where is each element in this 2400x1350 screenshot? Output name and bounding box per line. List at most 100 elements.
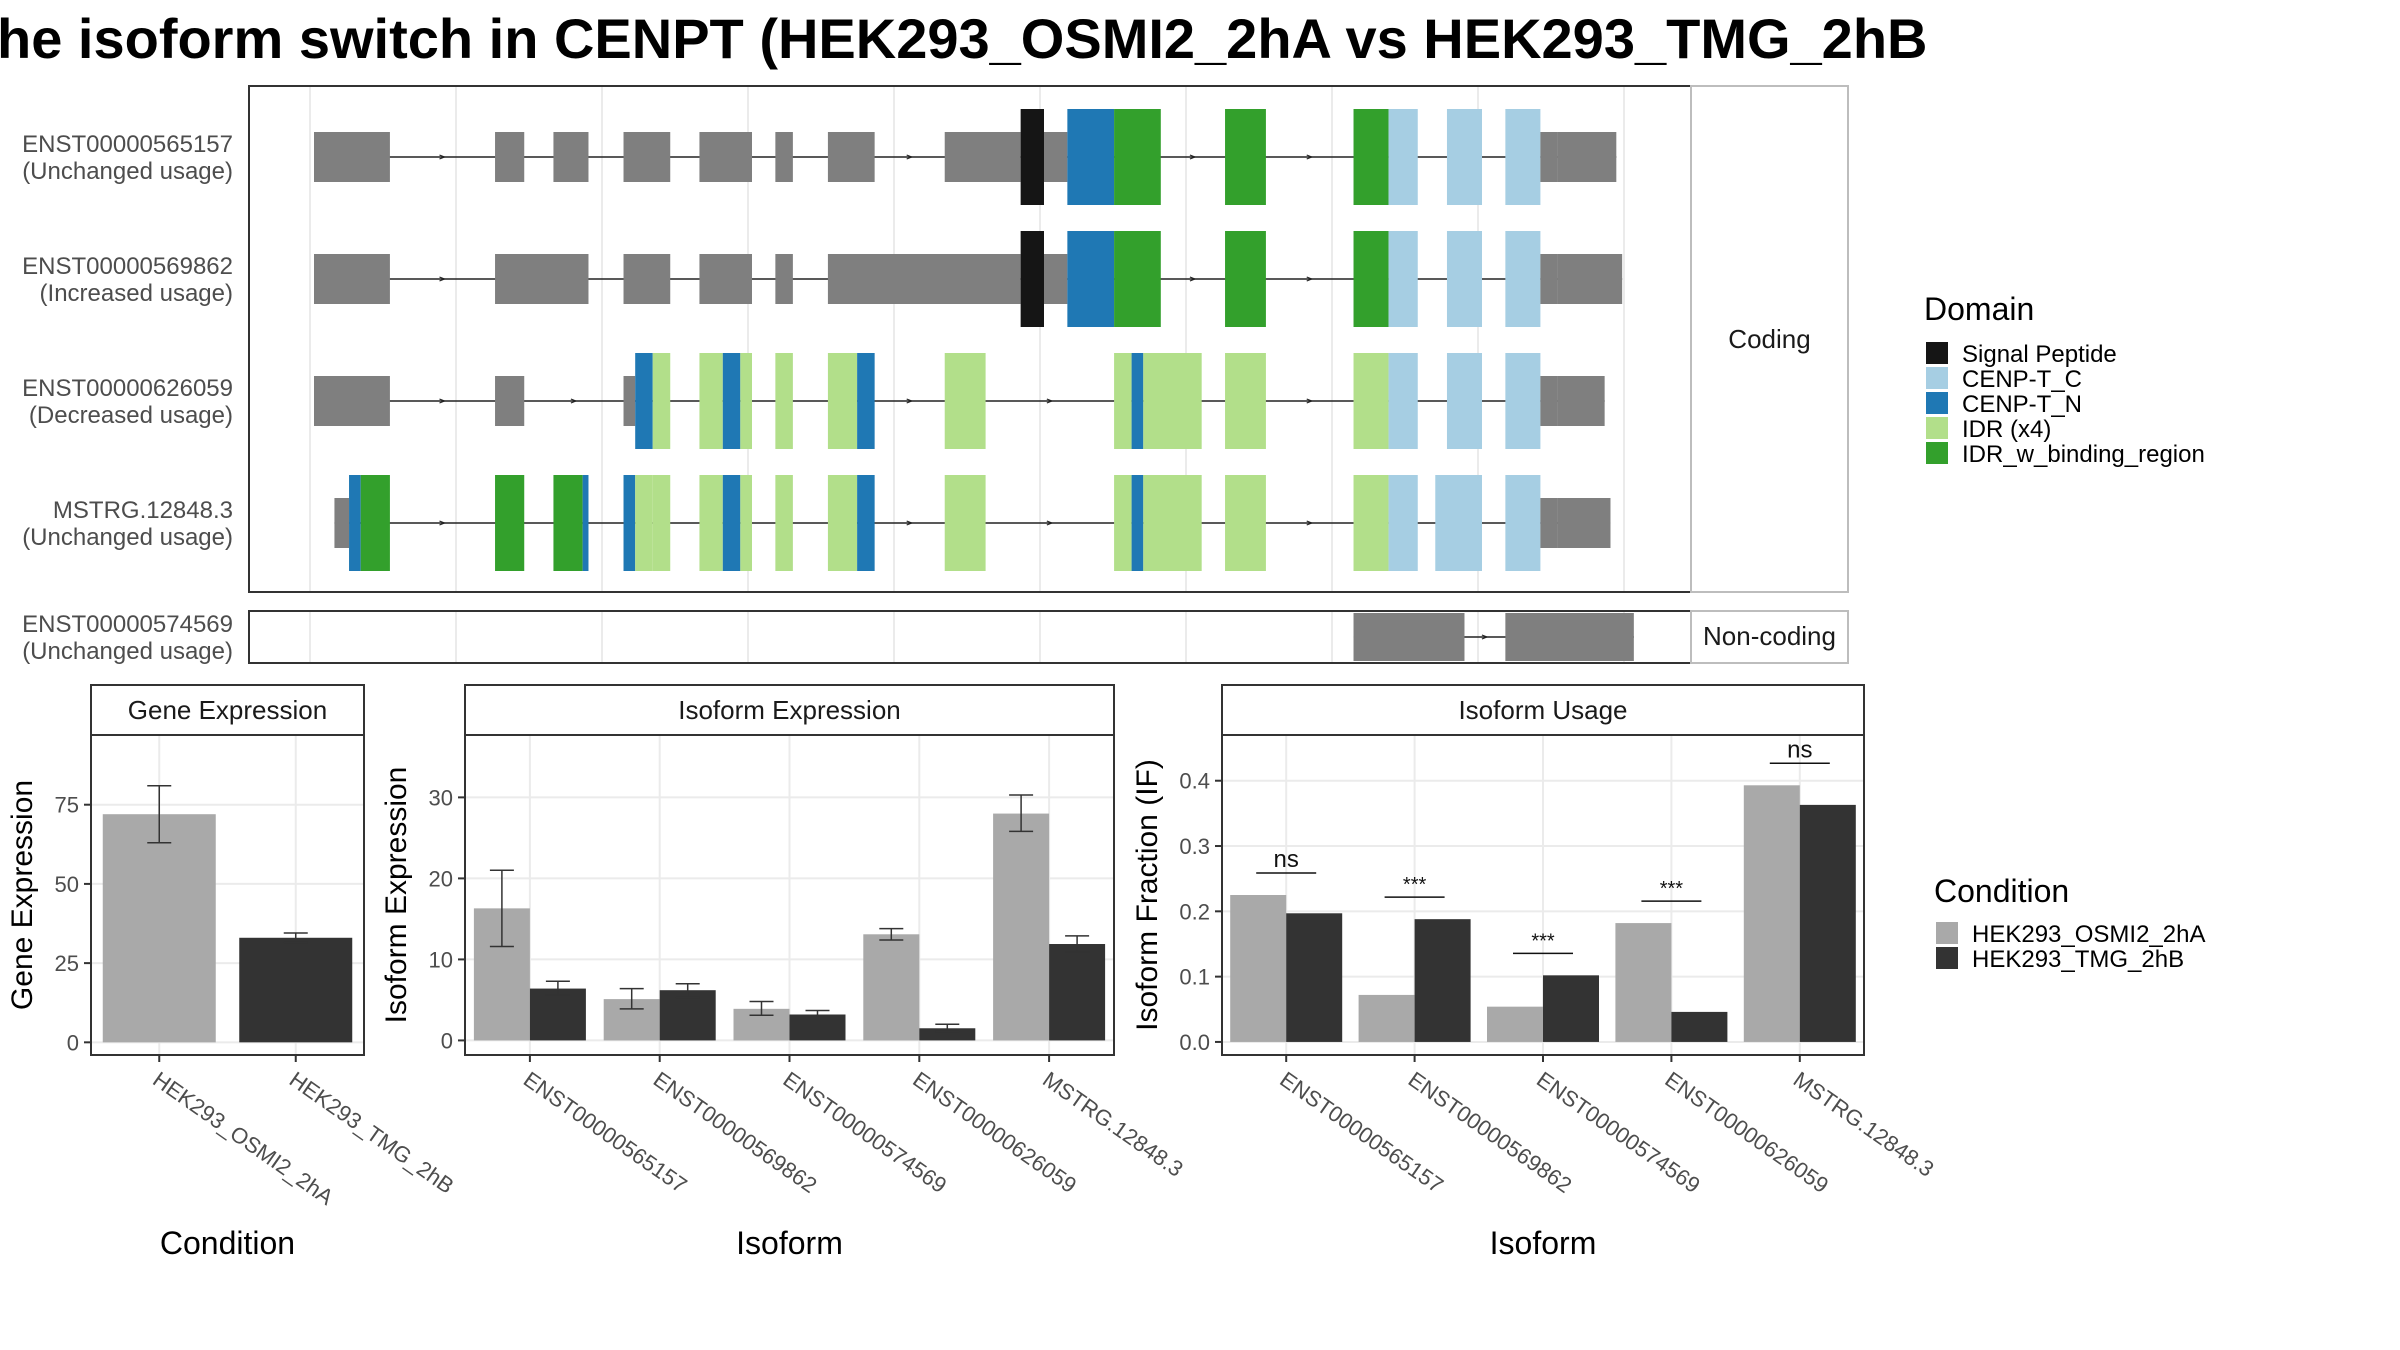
exon-signal-peptide: [1020, 109, 1044, 205]
exon-no-domain: [1557, 376, 1605, 426]
exon-idr: [740, 475, 752, 571]
facet-strip-noncoding: [1690, 610, 1849, 664]
exon-no-domain: [1557, 254, 1623, 304]
bar-enst00000569862: [659, 990, 716, 1041]
intron-arrow: [1189, 154, 1197, 160]
panel-title: Isoform Usage: [1458, 695, 1627, 725]
exon-cenp-t-n: [1131, 475, 1144, 571]
y-tick-label: 10: [429, 947, 453, 972]
transcript-id-label: ENST00000565157: [22, 131, 233, 158]
exon-idr: [775, 475, 793, 571]
panel-title: Isoform Expression: [678, 695, 901, 725]
y-tick-label: 0.0: [1179, 1030, 1210, 1055]
bar-enst00000626059: [919, 1028, 976, 1041]
bar-enst00000565157: [1286, 913, 1343, 1042]
exon-idr: [652, 475, 671, 571]
intron-arrow: [439, 276, 447, 282]
y-tick-label: 0: [67, 1030, 79, 1055]
exon-idr: [1143, 475, 1202, 571]
exon-no-domain: [699, 132, 752, 182]
exon-cenp-t-n: [1067, 109, 1115, 205]
intron-arrow: [439, 520, 447, 526]
y-axis-title: Isoform Expression: [380, 767, 413, 1024]
exon-no-domain: [623, 254, 671, 304]
exon-no-domain: [314, 254, 390, 304]
intron-arrow: [1306, 276, 1314, 282]
exon-no-domain: [1557, 132, 1617, 182]
y-tick-label: 0.4: [1179, 769, 1210, 794]
exon-cenp-t-c: [1505, 109, 1541, 205]
transcript-ENST00000626059: ENST00000626059(Decreased usage): [22, 353, 1605, 449]
exon-cenp-t-n: [349, 475, 361, 571]
exon-cenp-t-n: [857, 475, 875, 571]
exon-cenp-t-c: [1446, 231, 1482, 327]
x-axis-title: Isoform: [1490, 1225, 1597, 1261]
intron-arrow: [1306, 520, 1314, 526]
exon-no-domain: [827, 132, 875, 182]
isoform-expression-panel: Isoform Expression0102030ENST00000565157…: [380, 684, 1188, 1261]
exon-idr-w-binding-region: [1225, 231, 1266, 327]
figure-title: he isoform switch in CENPT (HEK293_OSMI2…: [0, 7, 1927, 70]
y-tick-label: 0.2: [1179, 899, 1210, 924]
exon-idr: [944, 353, 986, 449]
transcript-ENST00000565157: ENST00000565157(Unchanged usage): [22, 109, 1617, 205]
significance-label: ***: [1531, 930, 1555, 952]
intron-arrow: [1046, 520, 1054, 526]
bar-enst00000574569: [1543, 975, 1599, 1042]
bar-mstrg-12848-3: [1743, 785, 1800, 1042]
transcript-usage-label: (Unchanged usage): [22, 524, 233, 551]
transcript-usage-label: (Increased usage): [40, 280, 233, 307]
bar-mstrg-12848-3: [1049, 944, 1106, 1041]
exon-no-domain: [827, 254, 1021, 304]
exon-idr: [652, 353, 671, 449]
exon-idr: [740, 353, 752, 449]
exon-idr-w-binding-region: [1353, 109, 1389, 205]
intron-arrow: [906, 398, 914, 404]
exon-no-domain: [495, 376, 525, 426]
domain-legend-title: Domain: [1924, 291, 2034, 327]
transcript-id-label: ENST00000569862: [22, 253, 233, 280]
exon-cenp-t-n: [1067, 231, 1115, 327]
exon-no-domain: [1505, 613, 1634, 661]
panel-title: Gene Expression: [128, 695, 327, 725]
bar-enst00000574569: [789, 1014, 846, 1041]
exon-idr-w-binding-region: [1114, 231, 1161, 327]
intron-arrow: [570, 398, 578, 404]
domain-legend-label: IDR (x4): [1962, 416, 2051, 443]
exon-cenp-t-n: [722, 475, 741, 571]
y-tick-label: 0.3: [1179, 834, 1210, 859]
exon-idr: [1143, 353, 1202, 449]
exon-idr-w-binding-region: [1225, 109, 1266, 205]
significance-label: ns: [1787, 736, 1812, 763]
exon-no-domain: [495, 132, 525, 182]
y-tick-label: 25: [55, 951, 79, 976]
condition-legend-key: [1936, 922, 1958, 944]
y-tick-label: 20: [429, 866, 453, 891]
intron-arrow: [906, 154, 914, 160]
y-tick-label: 30: [429, 785, 453, 810]
condition-legend-title: Condition: [1934, 873, 2069, 909]
exon-cenp-t-c: [1388, 475, 1418, 571]
exon-cenp-t-n: [635, 353, 653, 449]
significance-label: ns: [1274, 846, 1299, 873]
exon-idr: [775, 353, 793, 449]
exon-no-domain: [1540, 132, 1558, 182]
bar-enst00000626059: [863, 934, 920, 1041]
exon-cenp-t-c: [1446, 109, 1482, 205]
isoform-structure-panel: ENST00000565157(Unchanged usage)ENST0000…: [22, 85, 1849, 665]
exon-cenp-t-c: [1388, 231, 1418, 327]
domain-legend-key: [1926, 342, 1948, 364]
exon-cenp-t-c: [1435, 475, 1482, 571]
exon-cenp-t-n: [623, 475, 636, 571]
exon-idr: [827, 353, 858, 449]
exon-cenp-t-c: [1446, 353, 1482, 449]
bar-hek293-osmi2-2ha: [102, 814, 216, 1043]
bar-enst00000569862: [1358, 994, 1415, 1042]
domain-legend-label: IDR_w_binding_region: [1962, 441, 2205, 468]
panel-border: [90, 734, 365, 1056]
condition-legend-key: [1936, 947, 1958, 969]
facet-strip-coding: [1690, 85, 1849, 593]
domain-legend: Domain Signal PeptideCENP-T_CCENP-T_NIDR …: [1924, 291, 2205, 468]
exon-cenp-t-c: [1388, 353, 1418, 449]
exon-no-domain: [1540, 376, 1558, 426]
